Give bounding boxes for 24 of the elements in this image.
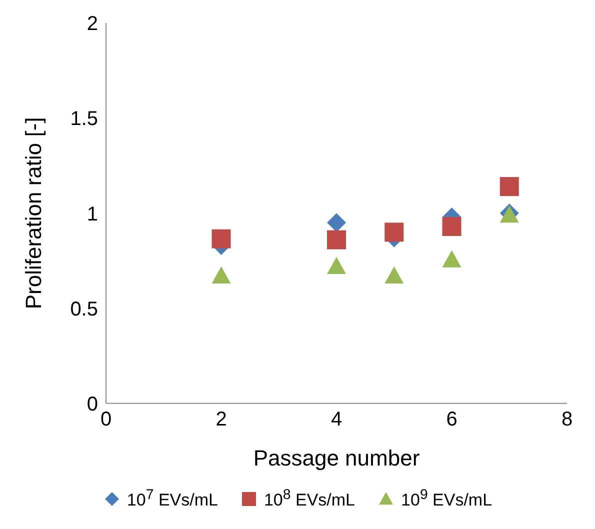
point (327, 230, 346, 250)
point (442, 216, 462, 236)
y-tick-label: 0.5 (70, 298, 98, 320)
point (442, 250, 462, 268)
x-tick-label: 2 (216, 408, 227, 431)
x-axis-title: Passage number (253, 445, 420, 470)
x-tick-label: 8 (561, 408, 573, 431)
point (327, 256, 346, 274)
point (212, 266, 231, 284)
legend-label: 10$^{9}$ EVs/mL (401, 487, 492, 511)
point (500, 177, 519, 196)
x-tick-label: 6 (446, 408, 458, 431)
legend-label: 10$^{8}$ EVs/mL (264, 487, 356, 511)
point (212, 229, 231, 248)
y-tick-label: 2 (86, 13, 98, 36)
y-tick-label: 1.5 (70, 108, 98, 130)
y-tick-label: 0 (86, 393, 98, 416)
point (384, 266, 404, 284)
legend-label: 10$^{7}$ EVs/mL (126, 487, 218, 511)
point (327, 213, 346, 232)
x-tick-label: 4 (330, 408, 342, 431)
y-tick-label: 1 (86, 203, 98, 226)
y-axis-title: Proliferation ratio [-] (20, 117, 46, 310)
point (384, 222, 404, 242)
